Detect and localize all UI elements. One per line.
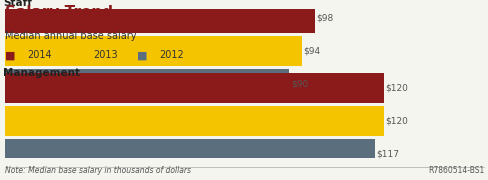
Text: $120: $120 [385, 117, 407, 126]
Text: 2012: 2012 [159, 50, 183, 60]
Text: Salary Trend: Salary Trend [5, 5, 113, 20]
Bar [5, 139, 374, 169]
Bar [5, 36, 301, 66]
Text: ■: ■ [5, 50, 15, 60]
Text: 2014: 2014 [27, 50, 51, 60]
Bar [5, 73, 383, 103]
Text: Management: Management [3, 68, 80, 78]
Text: $90: $90 [290, 79, 307, 88]
Text: R7860514-BS1: R7860514-BS1 [427, 166, 483, 175]
Bar [5, 3, 314, 33]
Text: 2013: 2013 [93, 50, 117, 60]
Text: Staff: Staff [3, 0, 32, 8]
Text: Note: Median base salary in thousands of dollars: Note: Median base salary in thousands of… [5, 166, 190, 175]
Text: $94: $94 [303, 46, 320, 55]
Text: $120: $120 [385, 84, 407, 93]
Text: $117: $117 [375, 149, 398, 158]
Text: ■: ■ [137, 50, 147, 60]
Bar [5, 106, 383, 136]
Bar [5, 69, 289, 99]
Text: Median annual base salary: Median annual base salary [5, 31, 136, 41]
Text: ■: ■ [71, 50, 81, 60]
Text: $98: $98 [315, 14, 333, 22]
